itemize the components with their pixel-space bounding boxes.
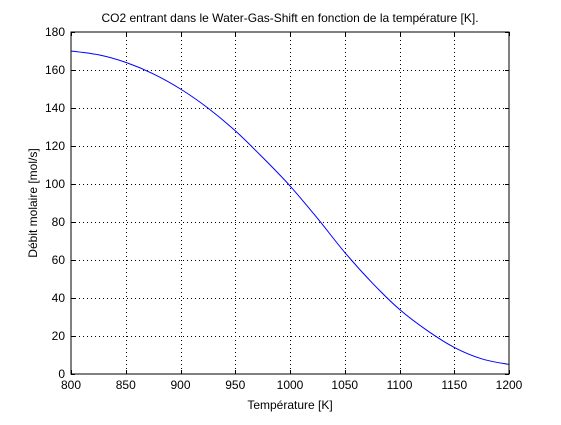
x-tick-labels: 800 850 900 950 1000 1050 1100 1150 1200 xyxy=(61,378,523,392)
series-line xyxy=(70,50,510,365)
y-tick-label: 160 xyxy=(45,63,65,77)
x-tick-label: 1050 xyxy=(331,378,358,392)
y-tick-label: 120 xyxy=(45,139,65,153)
x-tick-label: 1000 xyxy=(277,378,304,392)
y-tick-label: 40 xyxy=(52,291,66,305)
y-axis-label: Débit molaire [mol/s] xyxy=(26,148,40,257)
y-tick-label: 80 xyxy=(52,215,66,229)
x-tick-label: 1200 xyxy=(496,378,523,392)
y-tick-label: 20 xyxy=(52,329,66,343)
ticks xyxy=(71,32,510,375)
plot-area xyxy=(71,32,509,374)
y-tick-label: 180 xyxy=(45,25,65,39)
x-tick-label: 1150 xyxy=(441,378,467,392)
series-layer xyxy=(70,50,510,365)
x-tick-label: 950 xyxy=(225,378,245,392)
y-tick-label: 100 xyxy=(45,177,65,191)
chart-title: CO2 entrant dans le Water-Gas-Shift en f… xyxy=(101,11,478,25)
x-tick-label: 900 xyxy=(170,378,190,392)
y-tick-label: 60 xyxy=(52,253,66,267)
grid xyxy=(71,32,509,374)
x-tick-label: 1100 xyxy=(387,378,413,392)
y-tick-label: 0 xyxy=(58,367,65,381)
y-tick-labels: 0 20 40 60 80 100 120 140 160 180 xyxy=(45,25,65,381)
y-tick-label: 140 xyxy=(45,101,65,115)
x-tick-label: 800 xyxy=(61,378,81,392)
x-axis-label: Température [K] xyxy=(247,398,332,412)
x-tick-label: 850 xyxy=(116,378,136,392)
